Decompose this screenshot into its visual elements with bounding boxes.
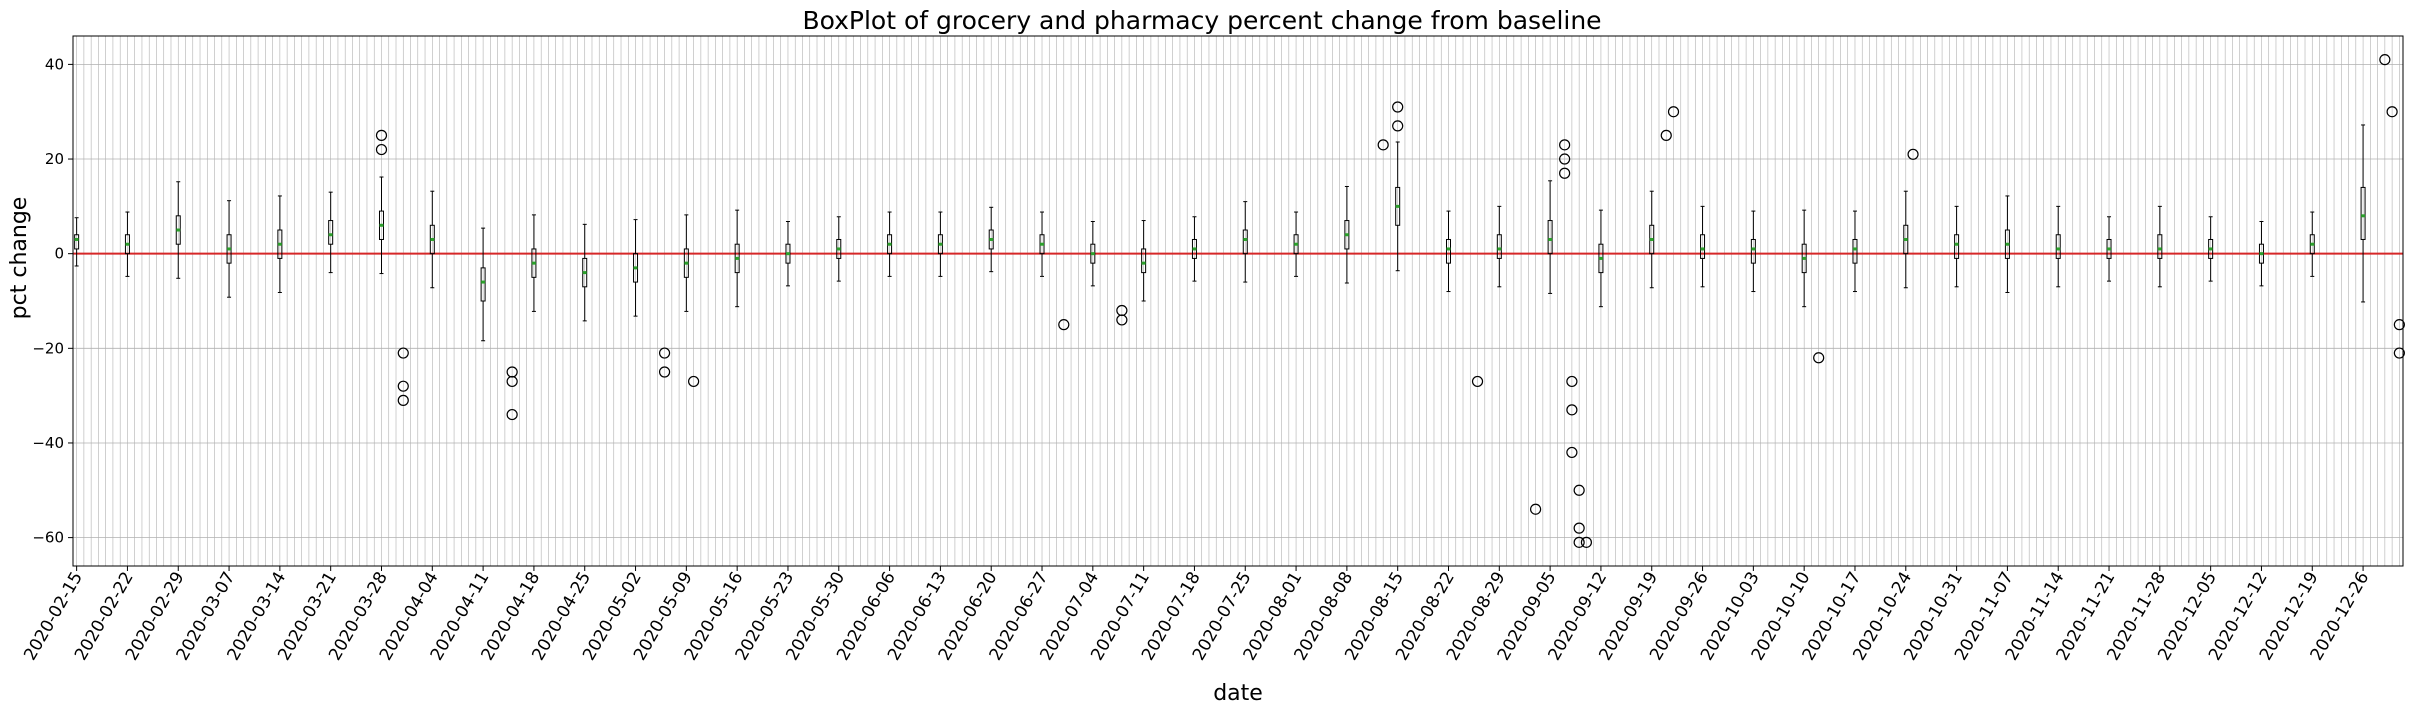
box-iqr bbox=[1547, 220, 1553, 255]
outlier-point bbox=[397, 394, 409, 406]
outlier-point bbox=[1116, 304, 1128, 317]
outlier-point bbox=[1573, 484, 1585, 496]
outlier-point bbox=[1058, 319, 1070, 331]
outlier-point bbox=[1566, 375, 1578, 388]
outlier-point bbox=[397, 380, 409, 392]
y-axis-ticks: −60 −40 −20 0 20 40 bbox=[32, 55, 73, 547]
outlier-point bbox=[375, 143, 388, 156]
outliers bbox=[375, 54, 2405, 548]
outlier-point bbox=[506, 366, 518, 378]
outlier-point bbox=[1377, 139, 1389, 151]
box-iqr bbox=[1141, 248, 1147, 274]
outlier-point bbox=[2393, 347, 2405, 359]
box-iqr bbox=[1750, 238, 1756, 264]
outlier-point bbox=[506, 408, 518, 421]
outlier-point bbox=[1392, 101, 1404, 113]
box-iqr bbox=[1496, 234, 1502, 259]
outlier-point bbox=[1392, 120, 1404, 132]
outlier-point bbox=[1580, 536, 1593, 548]
outlier-point bbox=[1566, 404, 1578, 416]
outlier-point bbox=[2379, 54, 2391, 66]
box-iqr bbox=[2157, 234, 2163, 259]
y-tick-label: −60 bbox=[32, 529, 64, 547]
y-tick-label: 0 bbox=[54, 245, 64, 263]
outlier-point bbox=[2386, 106, 2398, 118]
outlier-point bbox=[1907, 148, 1919, 160]
outlier-point bbox=[1559, 153, 1571, 165]
outlier-point bbox=[1559, 139, 1571, 151]
outlier-point bbox=[688, 375, 700, 388]
y-tick-label: 20 bbox=[45, 150, 64, 168]
outlier-point bbox=[1813, 352, 1825, 364]
outlier-point bbox=[1471, 375, 1484, 388]
outlier-point bbox=[1573, 536, 1585, 548]
y-tick-label: −20 bbox=[32, 339, 64, 357]
y-tick-label: −40 bbox=[32, 434, 64, 452]
chart-title: BoxPlot of grocery and pharmacy percent … bbox=[802, 6, 1601, 35]
grid-lines bbox=[73, 36, 2403, 566]
outlier-point bbox=[1559, 167, 1571, 179]
box-iqr bbox=[2055, 234, 2061, 259]
outlier-point bbox=[1566, 446, 1578, 459]
box-iqr bbox=[328, 220, 334, 245]
y-axis-label: pct change bbox=[7, 197, 32, 320]
outlier-point bbox=[2393, 319, 2405, 331]
outlier-point bbox=[1667, 106, 1680, 118]
outlier-point bbox=[375, 129, 388, 141]
outlier-point bbox=[1530, 503, 1542, 515]
y-tick-label: 40 bbox=[45, 55, 64, 73]
outlier-point bbox=[658, 366, 671, 378]
box-iqr bbox=[480, 267, 486, 302]
box-iqr bbox=[74, 234, 80, 250]
plot-area-frame bbox=[72, 35, 2404, 567]
box-iqr bbox=[1954, 234, 1960, 259]
box-iqr bbox=[1242, 229, 1248, 255]
box-iqr bbox=[1446, 238, 1451, 264]
box-iqr bbox=[2360, 186, 2366, 240]
x-axis-label: date bbox=[1213, 681, 1263, 706]
box-iqr bbox=[1700, 234, 1706, 259]
outlier-point bbox=[397, 347, 409, 359]
outlier-point bbox=[1660, 129, 1672, 141]
box-iqr bbox=[1852, 238, 1858, 264]
boxes bbox=[74, 124, 2366, 342]
outlier-point bbox=[1573, 522, 1585, 534]
outlier-point bbox=[658, 347, 671, 359]
